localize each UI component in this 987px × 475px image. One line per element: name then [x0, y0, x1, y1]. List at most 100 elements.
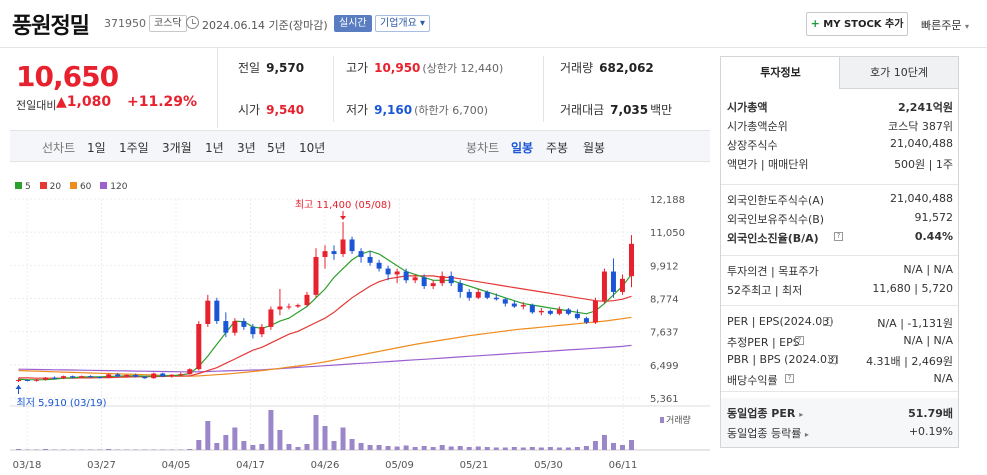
candle-body — [412, 277, 418, 281]
quote-low: 저가 9,160 (하한가 6,700) — [346, 103, 488, 117]
volume-bar — [457, 446, 463, 450]
mystock-label: MY STOCK 추가 — [823, 19, 904, 30]
volume-bar — [214, 443, 220, 450]
y-tick-label: 12,188 — [650, 195, 685, 206]
volume-bar — [601, 435, 607, 450]
candle-body — [169, 374, 175, 377]
volume-bar — [187, 449, 193, 450]
tab-order-book[interactable]: 호가 10단계 — [839, 57, 958, 89]
quote-grid: 전일 9,570 시가 9,540 고가 10,950 (상한가 12,440) 저가 9… — [219, 48, 710, 128]
volume-bar — [394, 446, 400, 450]
candle-body — [448, 275, 454, 284]
candle-body — [457, 283, 463, 292]
volume-bar — [430, 447, 436, 450]
candle-body — [25, 379, 31, 381]
candle-body — [529, 305, 535, 313]
y-tick-label: 9,912 — [650, 261, 679, 272]
period-monthly[interactable]: 월봉 — [583, 141, 606, 155]
help-icon[interactable]: ? — [834, 232, 843, 241]
candle-body — [79, 376, 85, 378]
help-icon[interactable]: ? — [823, 317, 832, 326]
candle-body — [277, 306, 283, 310]
company-name: 풍원정밀 — [12, 14, 90, 39]
period-5y[interactable]: 5년 — [267, 141, 286, 155]
help-icon[interactable]: ? — [829, 355, 838, 364]
candle-body — [34, 379, 40, 381]
volume-bar — [367, 445, 373, 450]
volume-bar — [124, 449, 130, 450]
candle-body — [385, 268, 391, 275]
volume-bar — [232, 427, 238, 450]
help-icon[interactable]: ? — [785, 374, 794, 383]
candle-body — [151, 373, 157, 379]
candle-body — [133, 375, 139, 377]
period-10y[interactable]: 10년 — [299, 141, 326, 155]
quick-order-button[interactable]: 빠른주문 ▾ — [921, 17, 969, 33]
volume-bar — [376, 445, 382, 450]
volume-bar — [142, 449, 148, 450]
volume-bar — [466, 447, 472, 450]
legend-swatch — [69, 182, 77, 189]
add-mystock-button[interactable]: + MY STOCK 추가 — [806, 12, 908, 36]
candle-body — [268, 309, 274, 327]
legend-swatch — [39, 182, 47, 189]
volume-bar — [619, 445, 625, 450]
period-1w[interactable]: 1주일 — [119, 141, 149, 155]
volume-bar — [547, 447, 553, 450]
peer-section: 동일업종 PER ▸ 51.79배 동일업종 등락률 ▸ +0.19% — [721, 398, 958, 447]
quote-high: 고가 10,950 (상한가 12,440) — [346, 61, 504, 75]
volume-bar — [340, 427, 346, 450]
realtime-button[interactable]: 실시간 — [334, 15, 372, 32]
period-daily[interactable]: 일봉 — [511, 141, 534, 155]
volume-bar — [574, 447, 580, 450]
ma60-line — [18, 316, 632, 377]
peer-rate-row[interactable]: 동일업종 등락률 ▸ +0.19% — [727, 425, 953, 440]
plus-icon: + — [810, 17, 820, 30]
candle-body — [403, 271, 409, 281]
candle-body — [313, 256, 319, 295]
candle-body — [493, 297, 499, 300]
quote-amount: 거래대금 7,035 백만 — [560, 103, 673, 117]
price-panel: 10,650 전일대비 ▲1,080 +11.29% — [10, 48, 218, 128]
candle-body — [466, 291, 472, 298]
tab-investment-info[interactable]: 투자정보 — [721, 57, 840, 89]
volume-bar — [448, 446, 454, 450]
x-tick-label: 05/21 — [460, 460, 489, 471]
peer-per-row[interactable]: 동일업종 PER ▸ 51.79배 — [727, 407, 953, 420]
y-tick-label: 6,499 — [650, 361, 679, 372]
candle-body — [439, 275, 445, 284]
volume-bar — [169, 449, 175, 450]
period-3y[interactable]: 3년 — [237, 141, 256, 155]
period-weekly[interactable]: 주봉 — [546, 141, 569, 155]
volume-bar — [205, 421, 211, 450]
legend-swatch — [15, 182, 22, 189]
candle-body — [583, 318, 589, 323]
candle-body — [331, 251, 337, 255]
quote-open: 시가 9,540 — [238, 103, 305, 117]
help-icon[interactable]: ? — [795, 336, 804, 345]
candle-body — [511, 303, 517, 307]
company-overview-dropdown[interactable]: 기업개요 ▾ — [375, 15, 431, 32]
period-1y[interactable]: 1년 — [205, 141, 224, 155]
volume-bar — [520, 447, 526, 450]
chart-period-bar: 선차트 1일 1주일 3개월 1년 3년 5년 10년 봉차트 일봉 주봉 월봉 — [10, 130, 710, 162]
up-triangle-icon: ▲ — [56, 94, 67, 110]
candle-body — [115, 374, 121, 377]
period-3m[interactable]: 3개월 — [162, 141, 192, 155]
candle-body — [340, 239, 346, 255]
candle-body — [394, 271, 400, 275]
chart-legend: 5 20 60 120 — [15, 182, 133, 192]
volume-bar — [223, 435, 229, 450]
candle-body — [574, 313, 580, 319]
volume-bar — [250, 445, 256, 450]
period-1d[interactable]: 1일 — [87, 141, 106, 155]
candle-body — [484, 291, 490, 298]
x-tick-label: 04/26 — [311, 460, 340, 471]
candle-body — [556, 309, 562, 314]
candle-body — [52, 377, 58, 379]
volume-bar — [106, 449, 112, 450]
legend-ma20: 20 — [39, 182, 61, 192]
candlestick-svg[interactable]: 12,188 11,050 9,912 8,774 7,637 6,499 5,361 03/… — [10, 178, 710, 475]
volume-bar — [115, 449, 121, 450]
volume-bar — [277, 430, 283, 450]
